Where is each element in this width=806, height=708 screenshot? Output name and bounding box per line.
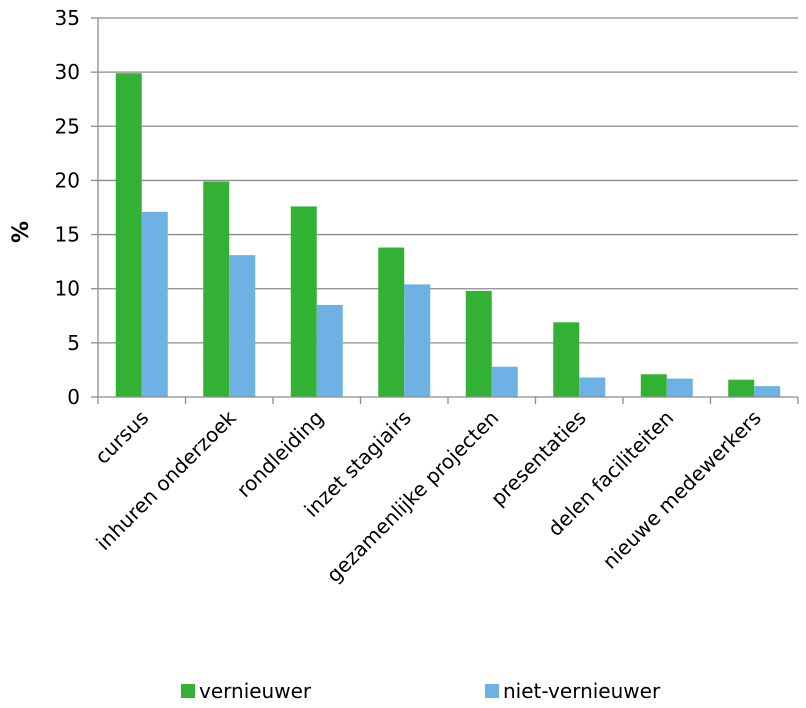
legend-swatch <box>485 684 499 698</box>
bar-niet-vernieuwer <box>229 255 256 397</box>
bar-vernieuwer <box>378 247 405 397</box>
y-tick-label: 0 <box>67 385 80 409</box>
gridlines <box>98 17 798 344</box>
y-tick-label: 10 <box>55 277 80 301</box>
bar-vernieuwer <box>203 181 230 397</box>
y-tick-label: 15 <box>55 223 80 247</box>
bar-vernieuwer <box>553 322 580 397</box>
x-category-label: nieuwe medewerkers <box>598 406 766 574</box>
x-category-label: rondleiding <box>232 406 328 502</box>
bar-niet-vernieuwer <box>404 284 431 397</box>
bars <box>115 73 781 398</box>
bar-vernieuwer <box>290 206 317 397</box>
bar-vernieuwer <box>728 379 755 397</box>
y-tick-label: 35 <box>55 6 80 30</box>
y-axis-title: % <box>9 221 34 243</box>
bar-niet-vernieuwer <box>754 386 781 397</box>
legend-swatch <box>181 684 195 698</box>
y-tick-label: 25 <box>55 114 80 138</box>
bar-niet-vernieuwer <box>491 366 518 397</box>
x-category-label: cursus <box>90 406 153 469</box>
y-tick-label: 30 <box>55 60 80 84</box>
bar-vernieuwer <box>115 73 142 398</box>
legend: vernieuwer niet-vernieuwer <box>181 679 661 703</box>
bar-niet-vernieuwer <box>141 211 168 397</box>
y-tick-label: 20 <box>55 168 80 192</box>
bar-vernieuwer <box>465 290 492 397</box>
legend-label: vernieuwer <box>199 679 312 703</box>
legend-label: niet-vernieuwer <box>503 679 661 703</box>
bar-niet-vernieuwer <box>316 304 343 397</box>
bar-niet-vernieuwer <box>579 377 606 397</box>
bar-niet-vernieuwer <box>666 378 693 397</box>
x-category-label: gezamenlijke projecten <box>322 406 504 588</box>
y-tick-label: 5 <box>67 331 80 355</box>
bar-vernieuwer <box>640 374 667 397</box>
